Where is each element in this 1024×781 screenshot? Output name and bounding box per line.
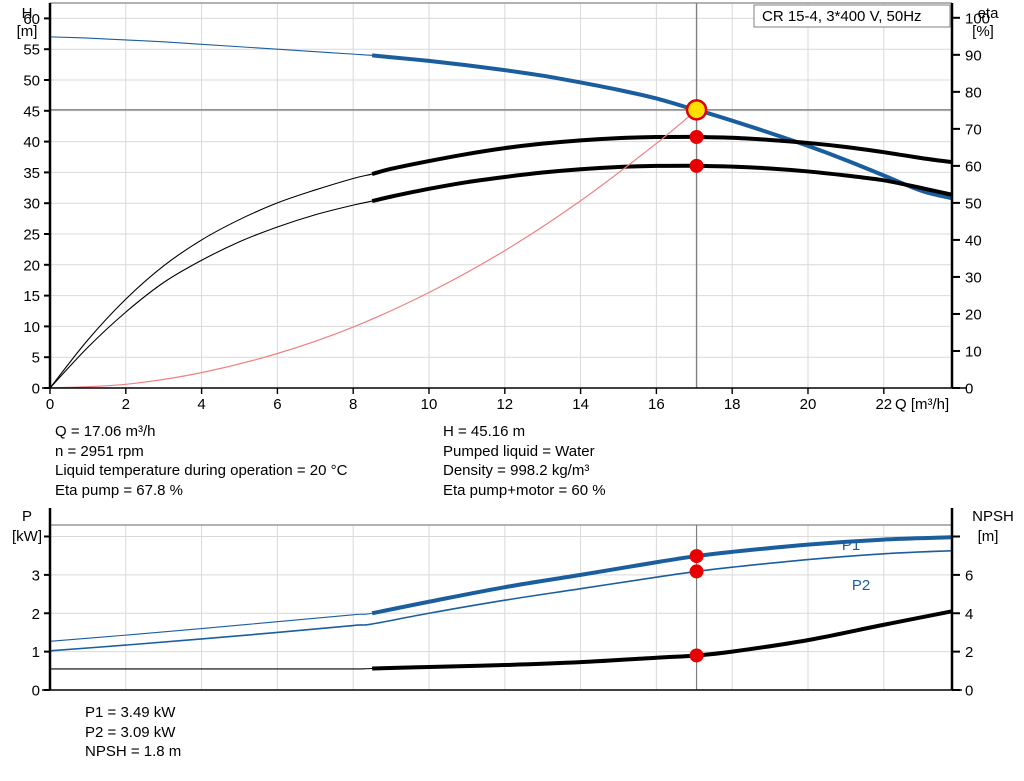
- y-tick-label: 10: [23, 319, 40, 336]
- efficiency-point-marker: [689, 158, 704, 173]
- y2-axis-title-line1: NPSH: [972, 508, 1014, 525]
- curves: [49, 36, 953, 389]
- y-axis-title-line1: H: [22, 5, 33, 22]
- duty-point-marker: [689, 564, 704, 579]
- y2-tick-label: 4: [965, 606, 973, 623]
- duty-point-circle: [685, 99, 708, 121]
- efficiency-point-marker: [689, 130, 704, 145]
- x-axis-ticks: 0 2 4 6 8 10 12 14 16 18 20 22: [46, 388, 892, 413]
- info-liquid-temp: Liquid temperature during operation = 20…: [55, 462, 348, 479]
- y-tick-label: 20: [23, 257, 40, 274]
- x-tick-label: 12: [496, 396, 513, 413]
- efficiency-markers: [689, 130, 704, 173]
- y-tick-label: 25: [23, 227, 40, 244]
- y2-axis-title-line1: eta: [978, 5, 1000, 22]
- y-axis-ticks: 0 5 10 15 20 25 30 35 40 45 50 55 60: [23, 11, 50, 398]
- x-tick-label: 22: [875, 396, 892, 413]
- operating-info-left: Q = 17.06 m³/h n = 2951 rpm Liquid tempe…: [55, 422, 347, 500]
- curve-thin-eta-pump-motor: [49, 165, 953, 389]
- y2-tick-label: 40: [965, 232, 982, 249]
- y2-tick-label: 2: [965, 644, 973, 661]
- y-axis-title-line1: P: [22, 508, 32, 525]
- x-tick-label: 10: [421, 396, 438, 413]
- info-npsh: NPSH = 1.8 m: [85, 743, 182, 760]
- y2-axis-title-line2: [%]: [972, 23, 994, 40]
- y2-tick-label: 60: [965, 158, 982, 175]
- y-tick-label: 55: [23, 42, 40, 59]
- power-info: P1 = 3.49 kW P2 = 3.09 kW NPSH = 1.8 m: [85, 703, 181, 762]
- y2-tick-label: 50: [965, 195, 982, 212]
- duty-point-markers: [689, 549, 704, 663]
- y-tick-label: 2: [32, 606, 40, 623]
- x-axis-title: Q [m³/h]: [895, 396, 949, 413]
- grid-lines: [50, 3, 952, 388]
- y2-axis-title-line2: [m]: [978, 528, 999, 545]
- y2-tick-label: 10: [965, 343, 982, 360]
- x-tick-label: 18: [724, 396, 741, 413]
- y-tick-label: 40: [23, 134, 40, 151]
- x-tick-label: 8: [349, 396, 357, 413]
- y2-tick-label: 0: [965, 381, 973, 398]
- y-axis-title-line2: [m]: [17, 23, 38, 40]
- y2-axis-ticks: 0 10 20 30 40 50 60 70 80 90 100: [952, 10, 990, 398]
- curve-thick-npsh: [372, 609, 953, 671]
- p2-curve-label: P2: [852, 577, 870, 594]
- y-tick-label: 60: [23, 11, 40, 28]
- y-tick-label: 15: [23, 288, 40, 305]
- y-tick-label: 50: [23, 73, 40, 90]
- y2-tick-label: 0: [965, 683, 973, 700]
- curve-thick-eta-pump: [371, 134, 953, 176]
- y2-tick-label: 100: [965, 10, 990, 27]
- operating-info-right: H = 45.16 m Pumped liquid = Water Densit…: [443, 422, 606, 500]
- y-axis-title-line2: [kW]: [12, 528, 42, 545]
- info-density: Density = 998.2 kg/m³: [443, 462, 590, 479]
- info-q: Q = 17.06 m³/h: [55, 423, 156, 440]
- y-tick-label: 3: [32, 567, 40, 584]
- duty-guide-lines: [50, 3, 952, 388]
- info-pumped-liquid: Pumped liquid = Water: [443, 442, 595, 460]
- duty-point-marker: [685, 99, 708, 121]
- y-tick-label: 1: [32, 644, 40, 661]
- y2-tick-label: 20: [965, 306, 982, 323]
- x-tick-label: 0: [46, 396, 54, 413]
- info-p2: P2 = 3.09 kW: [85, 723, 176, 741]
- power-npsh-chart: 0 1 2 3 0 2 4 6 P [kW] NPSH [m] P1 P2: [12, 508, 1014, 700]
- y2-tick-label: 80: [965, 84, 982, 101]
- y-tick-label: 35: [23, 165, 40, 182]
- p1-curve-label: P1: [842, 537, 860, 554]
- curve-thick-h-head-curve: [371, 53, 953, 201]
- x-tick-label: 6: [273, 396, 281, 413]
- info-eta-pump-motor: Eta pump+motor = 60 %: [443, 481, 606, 499]
- info-n: n = 2951 rpm: [55, 442, 144, 460]
- curve-thin-eta-pump: [49, 136, 953, 389]
- info-eta-pump: Eta pump = 67.8 %: [55, 481, 183, 499]
- y2-tick-label: 90: [965, 47, 982, 64]
- x-tick-label: 20: [800, 396, 817, 413]
- y2-tick-label: 6: [965, 567, 973, 584]
- curve-thick-p1: [371, 535, 953, 616]
- info-p1: P1 = 3.49 kW: [85, 704, 176, 721]
- info-h: H = 45.16 m: [443, 423, 526, 440]
- y-tick-label: 30: [23, 196, 40, 213]
- curve-p2: [49, 549, 953, 652]
- y-tick-label: 0: [32, 683, 40, 700]
- y-tick-label: 0: [32, 381, 40, 398]
- curve-thick-eta-pump-motor: [371, 163, 953, 203]
- y-tick-label: 45: [23, 103, 40, 120]
- x-tick-label: 16: [648, 396, 665, 413]
- y-tick-label: 5: [32, 350, 40, 367]
- y2-tick-label: 30: [965, 269, 982, 286]
- y2-tick-label: 70: [965, 121, 982, 138]
- duty-point-marker: [689, 648, 704, 663]
- curve-system-curve: [49, 109, 698, 389]
- head-efficiency-chart: 0510152025303540455055600102030405060708…: [17, 2, 1000, 413]
- curves: [49, 535, 953, 671]
- y-axis-ticks: 0 1 2 3: [32, 535, 50, 700]
- y2-axis-ticks: 0 2 4 6: [952, 535, 973, 700]
- duty-point-marker: [689, 549, 704, 564]
- x-tick-label: 14: [572, 396, 589, 413]
- x-tick-label: 2: [122, 396, 130, 413]
- x-tick-label: 4: [197, 396, 205, 413]
